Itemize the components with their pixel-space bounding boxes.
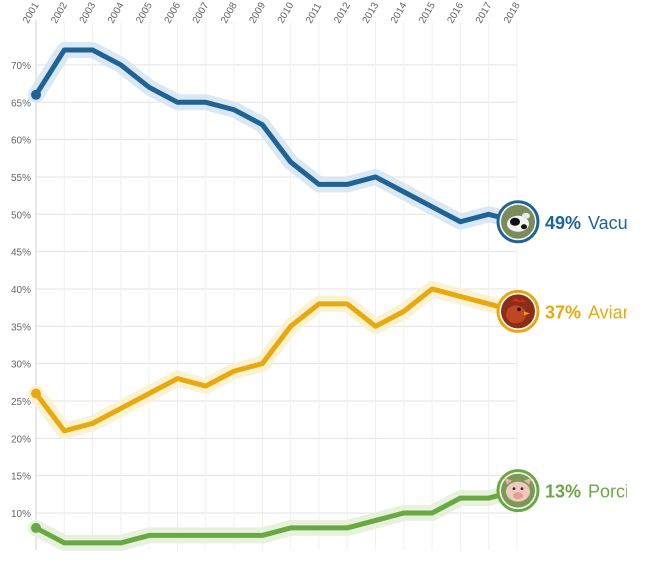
series-start-point bbox=[31, 388, 41, 399]
series-halo bbox=[28, 280, 525, 439]
y-tick-label: 50% bbox=[11, 210, 31, 221]
y-tick-label: 45% bbox=[11, 248, 31, 259]
end-label-pct: 49% bbox=[545, 213, 581, 233]
pig-photo-icon bbox=[496, 469, 540, 513]
series-line-porcino bbox=[33, 488, 520, 546]
x-tick-label: 2010 bbox=[276, 0, 297, 25]
x-tick-label: 2006 bbox=[163, 0, 184, 25]
series-start-point bbox=[31, 89, 41, 100]
y-tick-label: 20% bbox=[11, 434, 31, 445]
series-layer bbox=[28, 42, 525, 551]
x-tick-label: 2015 bbox=[417, 0, 438, 25]
end-labels: 49% Vacuno 37% Aviar 13% Porcino bbox=[496, 200, 649, 513]
y-tick-label: 15% bbox=[11, 472, 31, 483]
y-tick-label: 25% bbox=[11, 397, 31, 408]
y-tick-label: 35% bbox=[11, 322, 31, 333]
y-tick-label: 70% bbox=[11, 61, 31, 72]
end-label-pct: 37% bbox=[545, 302, 581, 322]
x-tick-label: 2003 bbox=[78, 0, 99, 25]
y-tick-label: 30% bbox=[11, 360, 31, 371]
series-halo bbox=[28, 42, 525, 230]
end-label-name: Porcino bbox=[588, 482, 649, 502]
y-tick-label: 55% bbox=[11, 173, 31, 184]
x-tick-label: 2001 bbox=[21, 0, 42, 25]
x-tick-label: 2008 bbox=[219, 0, 240, 25]
x-tick-label: 2012 bbox=[332, 0, 353, 25]
x-axis: 2001 2002 2003 2004 2005 2006 2007 2008 2009 2010… bbox=[21, 0, 523, 25]
end-label-name: Aviar bbox=[588, 302, 629, 322]
x-tick-label: 2009 bbox=[247, 0, 268, 25]
x-tick-label: 2002 bbox=[49, 0, 70, 25]
end-label-pct: 13% bbox=[545, 482, 581, 502]
cow-photo-icon bbox=[496, 200, 540, 244]
end-label-name: Vacuno bbox=[588, 213, 648, 233]
y-axis: 10% 15% 20% 25% 30% 35% 40% 45% 50% 55% 60% 65% 70% bbox=[11, 20, 37, 550]
x-tick-label: 2004 bbox=[106, 0, 127, 25]
x-tick-label: 2011 bbox=[304, 1, 324, 26]
x-tick-label: 2005 bbox=[134, 0, 155, 25]
series-halo bbox=[28, 482, 525, 551]
series-line-vacuno bbox=[33, 47, 520, 225]
y-tick-label: 40% bbox=[11, 285, 31, 296]
x-tick-label: 2018 bbox=[502, 0, 523, 25]
y-tick-label: 65% bbox=[11, 98, 31, 109]
x-tick-label: 2013 bbox=[361, 0, 382, 25]
series-line-aviar bbox=[33, 286, 520, 434]
chicken-photo-icon bbox=[496, 289, 540, 333]
x-tick-label: 2014 bbox=[389, 0, 410, 25]
x-tick-label: 2007 bbox=[191, 0, 212, 25]
series-start-point bbox=[31, 522, 41, 533]
x-tick-label: 2016 bbox=[445, 0, 466, 25]
y-tick-label: 10% bbox=[11, 509, 31, 520]
x-tick-label: 2017 bbox=[474, 0, 495, 25]
y-tick-label: 60% bbox=[11, 136, 31, 147]
